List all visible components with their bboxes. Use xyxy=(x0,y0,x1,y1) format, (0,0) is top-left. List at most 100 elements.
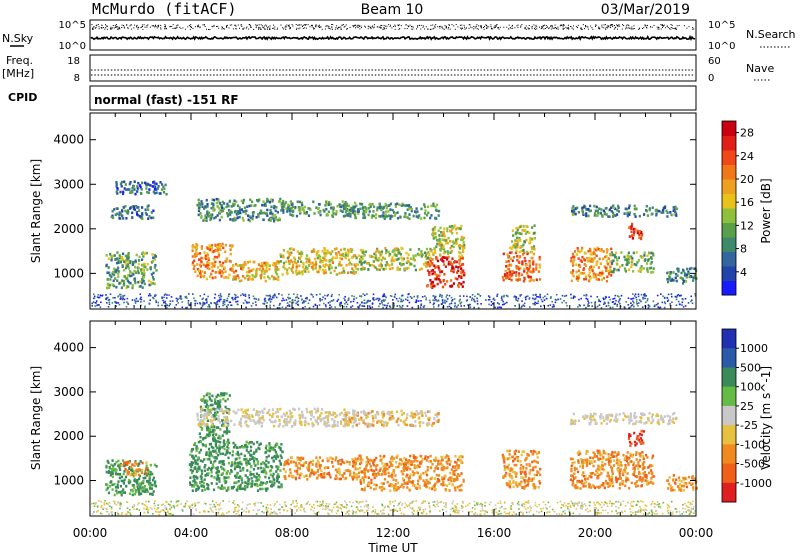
range-cell xyxy=(200,472,204,475)
range-cell xyxy=(405,261,408,265)
range-cell xyxy=(600,248,603,251)
range-cell xyxy=(146,190,149,194)
range-cell xyxy=(680,271,683,275)
range-cell xyxy=(244,263,247,266)
ground-scatter-cell xyxy=(554,298,557,301)
range-cell xyxy=(674,276,677,280)
range-cell xyxy=(589,249,592,252)
range-cell xyxy=(404,267,407,271)
range-cell xyxy=(410,207,413,211)
range-cell xyxy=(152,271,155,275)
freq-panel xyxy=(89,54,697,82)
nsearch-point xyxy=(243,27,245,29)
ground-scatter-cell xyxy=(222,304,224,307)
ground-scatter-cell xyxy=(690,300,692,303)
range-cell xyxy=(356,263,360,266)
range-cell xyxy=(374,216,378,220)
range-cell xyxy=(261,461,264,464)
range-cell xyxy=(652,254,655,257)
range-cell xyxy=(206,254,209,257)
range-cell xyxy=(290,268,293,271)
range-cell xyxy=(197,466,200,470)
range-cell xyxy=(436,238,439,242)
range-cell xyxy=(249,441,252,444)
range-cell xyxy=(227,447,230,450)
range-cell xyxy=(596,213,599,217)
range-cell xyxy=(668,278,671,281)
ground-scatter-cell xyxy=(442,301,444,304)
range-cell xyxy=(113,208,116,211)
range-cell xyxy=(219,440,222,444)
ground-scatter-cell xyxy=(311,294,314,296)
range-cell xyxy=(297,272,300,275)
range-cell xyxy=(197,252,200,256)
nsearch-point xyxy=(226,26,228,28)
range-cell xyxy=(216,205,220,209)
range-cell xyxy=(255,216,258,219)
range-cell xyxy=(594,273,597,276)
nsearch-point xyxy=(662,25,664,26)
range-cell xyxy=(194,442,197,445)
range-cell xyxy=(396,268,399,271)
range-cell xyxy=(572,208,576,212)
range-cell xyxy=(420,207,423,211)
nsearch-point xyxy=(146,26,148,28)
range-cell xyxy=(421,253,424,256)
range-cell xyxy=(237,461,240,465)
range-cell xyxy=(579,271,582,275)
ground-scatter-cell xyxy=(201,305,204,307)
range-cell xyxy=(197,213,200,217)
ground-scatter-cell xyxy=(588,305,590,307)
range-cell xyxy=(460,224,463,228)
range-cell xyxy=(651,206,654,209)
range-cell xyxy=(394,205,397,208)
range-cell xyxy=(574,212,577,216)
range-cell xyxy=(227,476,230,479)
ground-scatter-cell xyxy=(506,301,508,304)
ground-scatter-cell xyxy=(619,302,621,305)
nsearch-point xyxy=(160,27,162,29)
range-cell xyxy=(667,280,670,284)
range-cell xyxy=(521,262,524,265)
range-cell xyxy=(662,211,665,214)
range-cell xyxy=(143,486,146,490)
nsearch-point xyxy=(226,25,227,27)
nsearch-point xyxy=(554,24,556,26)
nsearch-point xyxy=(609,27,611,29)
range-cell xyxy=(463,273,466,277)
range-cell xyxy=(245,449,248,452)
range-cell xyxy=(197,198,200,202)
range-cell xyxy=(209,461,213,464)
range-cell xyxy=(675,279,678,283)
range-cell xyxy=(572,274,575,278)
nsearch-point xyxy=(261,25,263,27)
ground-scatter-cell xyxy=(671,301,673,303)
nsearch-point xyxy=(165,26,166,28)
range-cell xyxy=(571,255,575,259)
nsearch-point xyxy=(486,28,488,30)
range-cell xyxy=(249,470,252,474)
range-cell xyxy=(193,252,197,256)
range-cell xyxy=(445,241,448,245)
ground-scatter-cell xyxy=(368,305,371,307)
range-cell xyxy=(423,212,427,215)
nsearch-point xyxy=(216,25,217,27)
range-cell xyxy=(423,205,427,209)
range-cell xyxy=(279,469,282,472)
ground-scatter-cell xyxy=(612,301,615,303)
range-cell xyxy=(195,470,198,473)
range-cell xyxy=(340,257,343,261)
nsearch-point xyxy=(542,25,544,26)
range-cell xyxy=(208,245,211,249)
range-cell xyxy=(418,214,421,217)
ground-scatter-cell xyxy=(312,305,315,308)
range-cell xyxy=(458,255,461,258)
range-cell xyxy=(206,252,209,255)
ground-scatter-cell xyxy=(139,293,141,295)
ground-scatter-cell xyxy=(98,296,101,299)
range-cell xyxy=(409,257,412,260)
range-cell xyxy=(304,270,307,273)
range-cell xyxy=(236,204,240,207)
range-cell xyxy=(428,271,431,274)
ground-scatter-cell xyxy=(642,297,645,300)
